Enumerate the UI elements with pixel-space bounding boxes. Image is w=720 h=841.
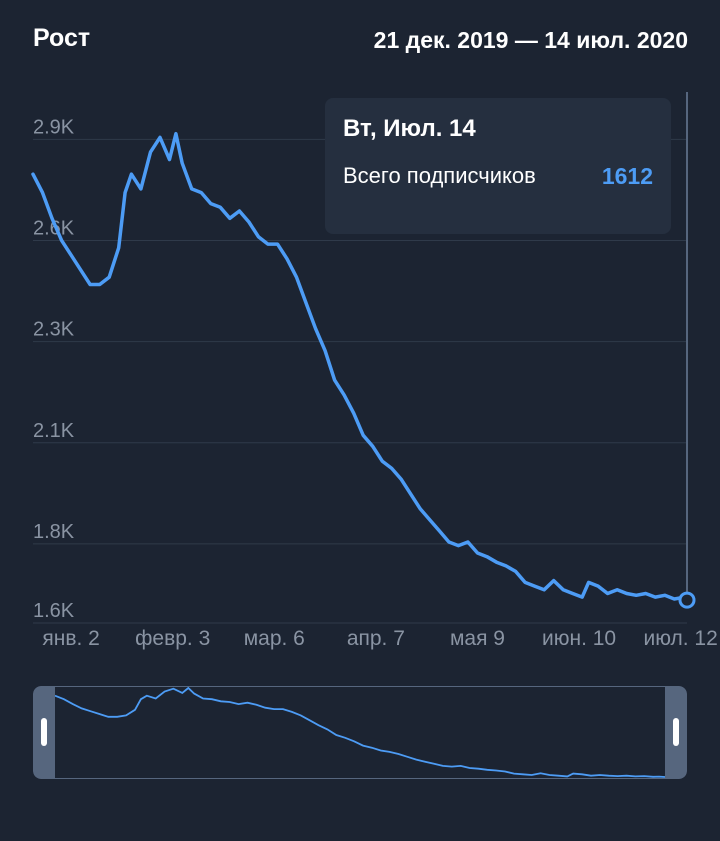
right-grip-icon [673, 718, 679, 746]
left-grip-icon [41, 718, 47, 746]
highlight-point[interactable] [678, 591, 696, 609]
tooltip-label: Всего подписчиков [343, 163, 536, 188]
y-tick-label: 2.3K [33, 319, 75, 341]
x-tick-label: мар. 6 [244, 627, 305, 650]
tooltip-date: Вт, Июл. 14 [343, 115, 476, 142]
x-tick-label: апр. 7 [347, 627, 405, 650]
range-navigator[interactable] [33, 686, 687, 779]
y-tick-label: 2.6K [33, 218, 75, 240]
y-tick-label: 1.8K [33, 521, 75, 543]
tooltip: Вт, Июл. 14 Всего подписчиков 1612 [325, 98, 671, 234]
navigator-preview [54, 686, 666, 778]
tooltip-value: 1612 [601, 163, 653, 189]
x-tick-label: янв. 2 [42, 627, 99, 650]
y-tick-label: 2.9K [33, 116, 75, 138]
y-tick-label: 1.6K [33, 600, 75, 622]
x-tick-label: мая 9 [450, 627, 505, 650]
x-tick-label: июл. 12 [643, 627, 717, 650]
navigator-left-handle[interactable] [33, 686, 55, 779]
chart-title: Рост [33, 24, 91, 52]
y-tick-label: 2.1K [33, 420, 75, 442]
series-line [31, 131, 689, 602]
navigator-window[interactable] [55, 686, 665, 779]
navigator-line [54, 686, 666, 778]
x-tick-label: июн. 10 [542, 627, 616, 650]
navigator-right-handle[interactable] [665, 686, 687, 779]
x-tick-label: февр. 3 [135, 627, 210, 650]
x-axis-labels: янв. 2 февр. 3 мар. 6 апр. 7 мая 9 июн. 10 июл… [42, 627, 717, 650]
growth-line-chart[interactable]: 2.9K 2.6K 2.3K 2.1K 1.8K 1.6K янв. 2 февр. 3 ма… [0, 0, 720, 680]
date-range[interactable]: 21 дек. 2019 — 14 июл. 2020 [373, 27, 688, 53]
y-axis-labels: 2.9K 2.6K 2.3K 2.1K 1.8K 1.6K [33, 116, 75, 622]
